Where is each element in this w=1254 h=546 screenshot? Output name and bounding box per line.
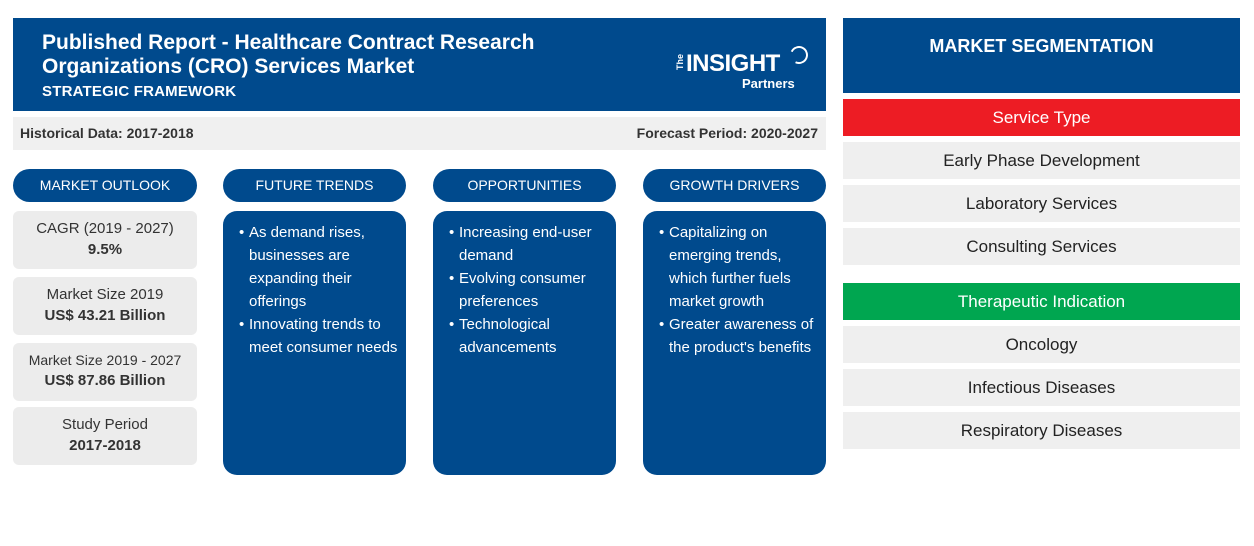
- market-segmentation-header: MARKET SEGMENTATION: [843, 18, 1240, 93]
- growth-drivers-panel: Capitalizing on emerging trends, which f…: [643, 211, 826, 475]
- cagr-label: CAGR (2019 - 2027): [36, 220, 174, 237]
- study-period-value: 2017-2018: [69, 437, 141, 454]
- opportunities-panel: Increasing end-user demand Evolving cons…: [433, 211, 616, 475]
- study-period-label: Study Period: [62, 416, 148, 433]
- period-bar: Historical Data: 2017-2018 Forecast Peri…: [13, 117, 826, 150]
- cagr-card: CAGR (2019 - 2027) 9.5%: [13, 211, 197, 269]
- market-outlook-header: MARKET OUTLOOK: [13, 169, 197, 202]
- trend-item: Innovating trends to meet consumer needs: [239, 313, 400, 359]
- segment-item-laboratory: Laboratory Services: [843, 185, 1240, 222]
- forecast-period: Forecast Period: 2020-2027: [636, 125, 818, 141]
- segment-category-therapeutic: Therapeutic Indication: [843, 283, 1240, 320]
- logo-ring-icon: [787, 43, 811, 67]
- segment-item-respiratory: Respiratory Diseases: [843, 412, 1240, 449]
- opportunity-item: Increasing end-user demand: [449, 221, 610, 267]
- study-period-card: Study Period 2017-2018: [13, 407, 197, 465]
- report-title: Published Report - Healthcare Contract R…: [42, 31, 535, 78]
- market-size-range-label: Market Size 2019 - 2027: [28, 352, 182, 368]
- cagr-value: 9.5%: [87, 241, 123, 258]
- logo-the-text: The: [675, 53, 685, 70]
- trend-item: As demand rises, businesses are expandin…: [239, 221, 400, 313]
- logo-main-text: INSIGHT: [686, 50, 780, 77]
- market-size-range-value: US$ 87.86 Billion: [44, 372, 166, 389]
- future-trends-panel: As demand rises, businesses are expandin…: [223, 211, 406, 475]
- segment-item-infectious: Infectious Diseases: [843, 369, 1240, 406]
- market-size-2019-label: Market Size 2019: [46, 286, 164, 303]
- market-size-2019-value: US$ 43.21 Billion: [44, 307, 166, 324]
- opportunities-header: OPPORTUNITIES: [433, 169, 616, 202]
- segment-category-service-type: Service Type: [843, 99, 1240, 136]
- opportunity-item: Technological advancements: [449, 313, 610, 359]
- segment-item-consulting: Consulting Services: [843, 228, 1240, 265]
- market-size-range-card: Market Size 2019 - 2027 US$ 87.86 Billio…: [13, 343, 197, 401]
- segment-item-oncology: Oncology: [843, 326, 1240, 363]
- historical-data: Historical Data: 2017-2018: [20, 125, 194, 141]
- report-subtitle: STRATEGIC FRAMEWORK: [42, 83, 237, 100]
- driver-item: Capitalizing on emerging trends, which f…: [659, 221, 820, 313]
- future-trends-header: FUTURE TRENDS: [223, 169, 406, 202]
- insight-partners-logo[interactable]: The INSIGHT Partners: [675, 43, 811, 94]
- opportunity-item: Evolving consumer preferences: [449, 267, 610, 313]
- report-header: Published Report - Healthcare Contract R…: [13, 18, 826, 111]
- logo-sub-text: Partners: [742, 76, 795, 91]
- segment-item-early-phase: Early Phase Development: [843, 142, 1240, 179]
- growth-drivers-header: GROWTH DRIVERS: [643, 169, 826, 202]
- market-size-2019-card: Market Size 2019 US$ 43.21 Billion: [13, 277, 197, 335]
- driver-item: Greater awareness of the product's benef…: [659, 313, 820, 359]
